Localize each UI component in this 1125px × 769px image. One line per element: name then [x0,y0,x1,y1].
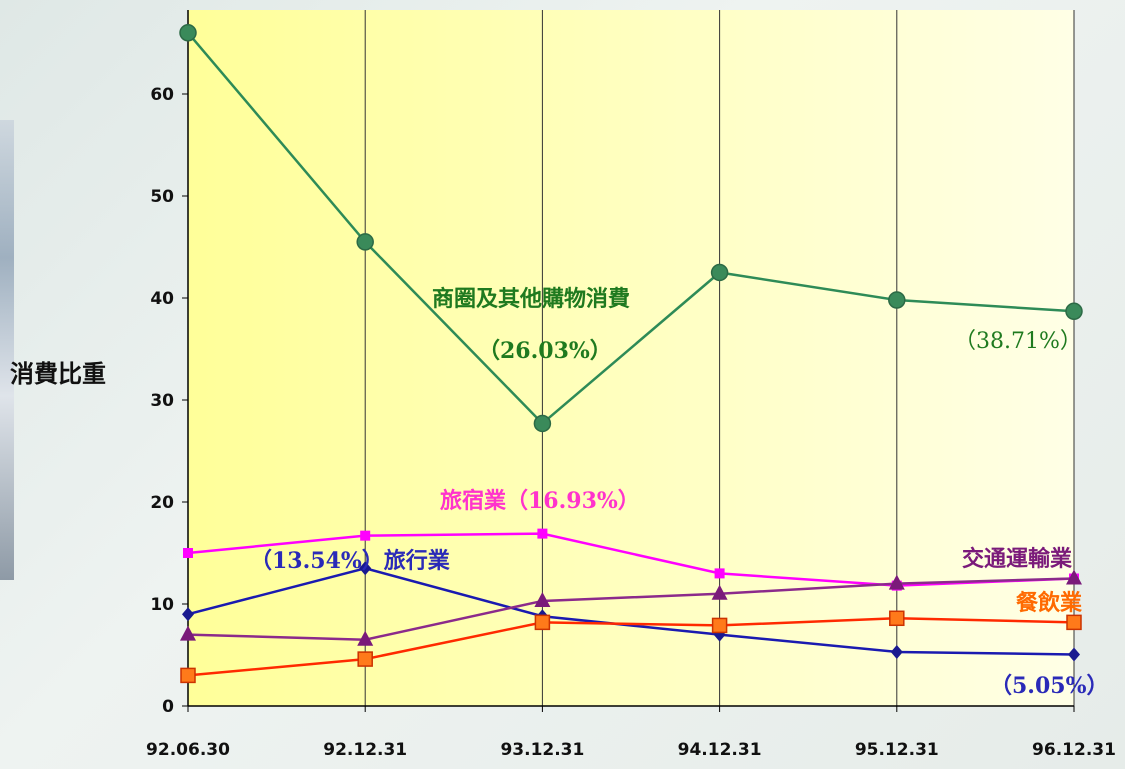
y-axis-label: 消費比重 [10,359,106,388]
series-transport [180,569,1082,646]
annotation-transport: 交通運輸業 [962,546,1073,572]
annotation-shopping-pct-b: （38.71%） [954,329,1082,354]
point-lodging-2 [537,528,548,539]
plot-area [188,10,1074,706]
point-lodging-3 [714,568,725,579]
series-line-travel [187,567,1075,656]
point-travel-4 [890,644,903,659]
y-tick-label-0: 0 [162,697,174,717]
point-lodging-1 [360,530,371,541]
point-shopping-3 [710,263,729,282]
point-transport-2 [534,591,551,607]
point-travel-1 [359,561,372,576]
x-tick-label-94.12.31: 94.12.31 [678,740,762,760]
x-tick-label-96.12.31: 96.12.31 [1032,740,1116,760]
series-shopping [179,24,1083,433]
annotation-food: 餐飲業 [1016,590,1083,616]
x-tick-label-93.12.31: 93.12.31 [500,740,584,760]
point-food-4 [889,610,905,627]
point-transport-1 [357,630,374,646]
annotation-shopping-pct-a: （26.03%） [478,338,612,364]
point-food-3 [711,617,728,634]
annotation-travel: （13.54%）旅行業 [250,548,451,574]
series-line-food [187,617,1075,677]
point-transport-5 [1066,569,1082,585]
point-food-5 [1066,614,1082,631]
series-line-lodging [187,532,1075,587]
series-line-transport [187,577,1075,641]
x-tick-label-95.12.31: 95.12.31 [855,740,939,760]
x-tick-label-92.06.30: 92.06.30 [146,740,230,760]
point-shopping-2 [533,414,552,433]
point-shopping-1 [356,233,374,251]
y-tick-label-50: 50 [150,187,174,207]
series-line-shopping [187,31,1075,426]
point-lodging-0 [183,548,193,558]
point-travel-5 [1068,647,1080,662]
annotation-shopping-name: 商圈及其他購物消費 [432,286,630,312]
point-transport-3 [711,584,728,600]
annotation-travel-pct: （5.05%） [990,673,1109,699]
y-tick-label-40: 40 [150,289,174,309]
point-food-0 [180,667,196,684]
series-food [180,610,1082,684]
point-food-1 [357,651,373,667]
point-shopping-0 [179,24,197,42]
point-shopping-4 [888,291,906,309]
point-transport-0 [180,625,196,641]
y-tick-label-60: 60 [150,85,174,105]
annotation-lodging: 旅宿業（16.93%） [440,488,640,514]
y-tick-label-30: 30 [150,391,174,411]
y-tick-label-10: 10 [150,595,174,615]
left-decoration-strip [0,120,14,580]
point-food-2 [534,614,551,631]
point-travel-0 [182,607,194,622]
y-tick-label-20: 20 [150,493,174,513]
point-shopping-5 [1065,302,1083,321]
x-tick-label-92.12.31: 92.12.31 [323,740,407,760]
point-transport-4 [888,574,905,590]
